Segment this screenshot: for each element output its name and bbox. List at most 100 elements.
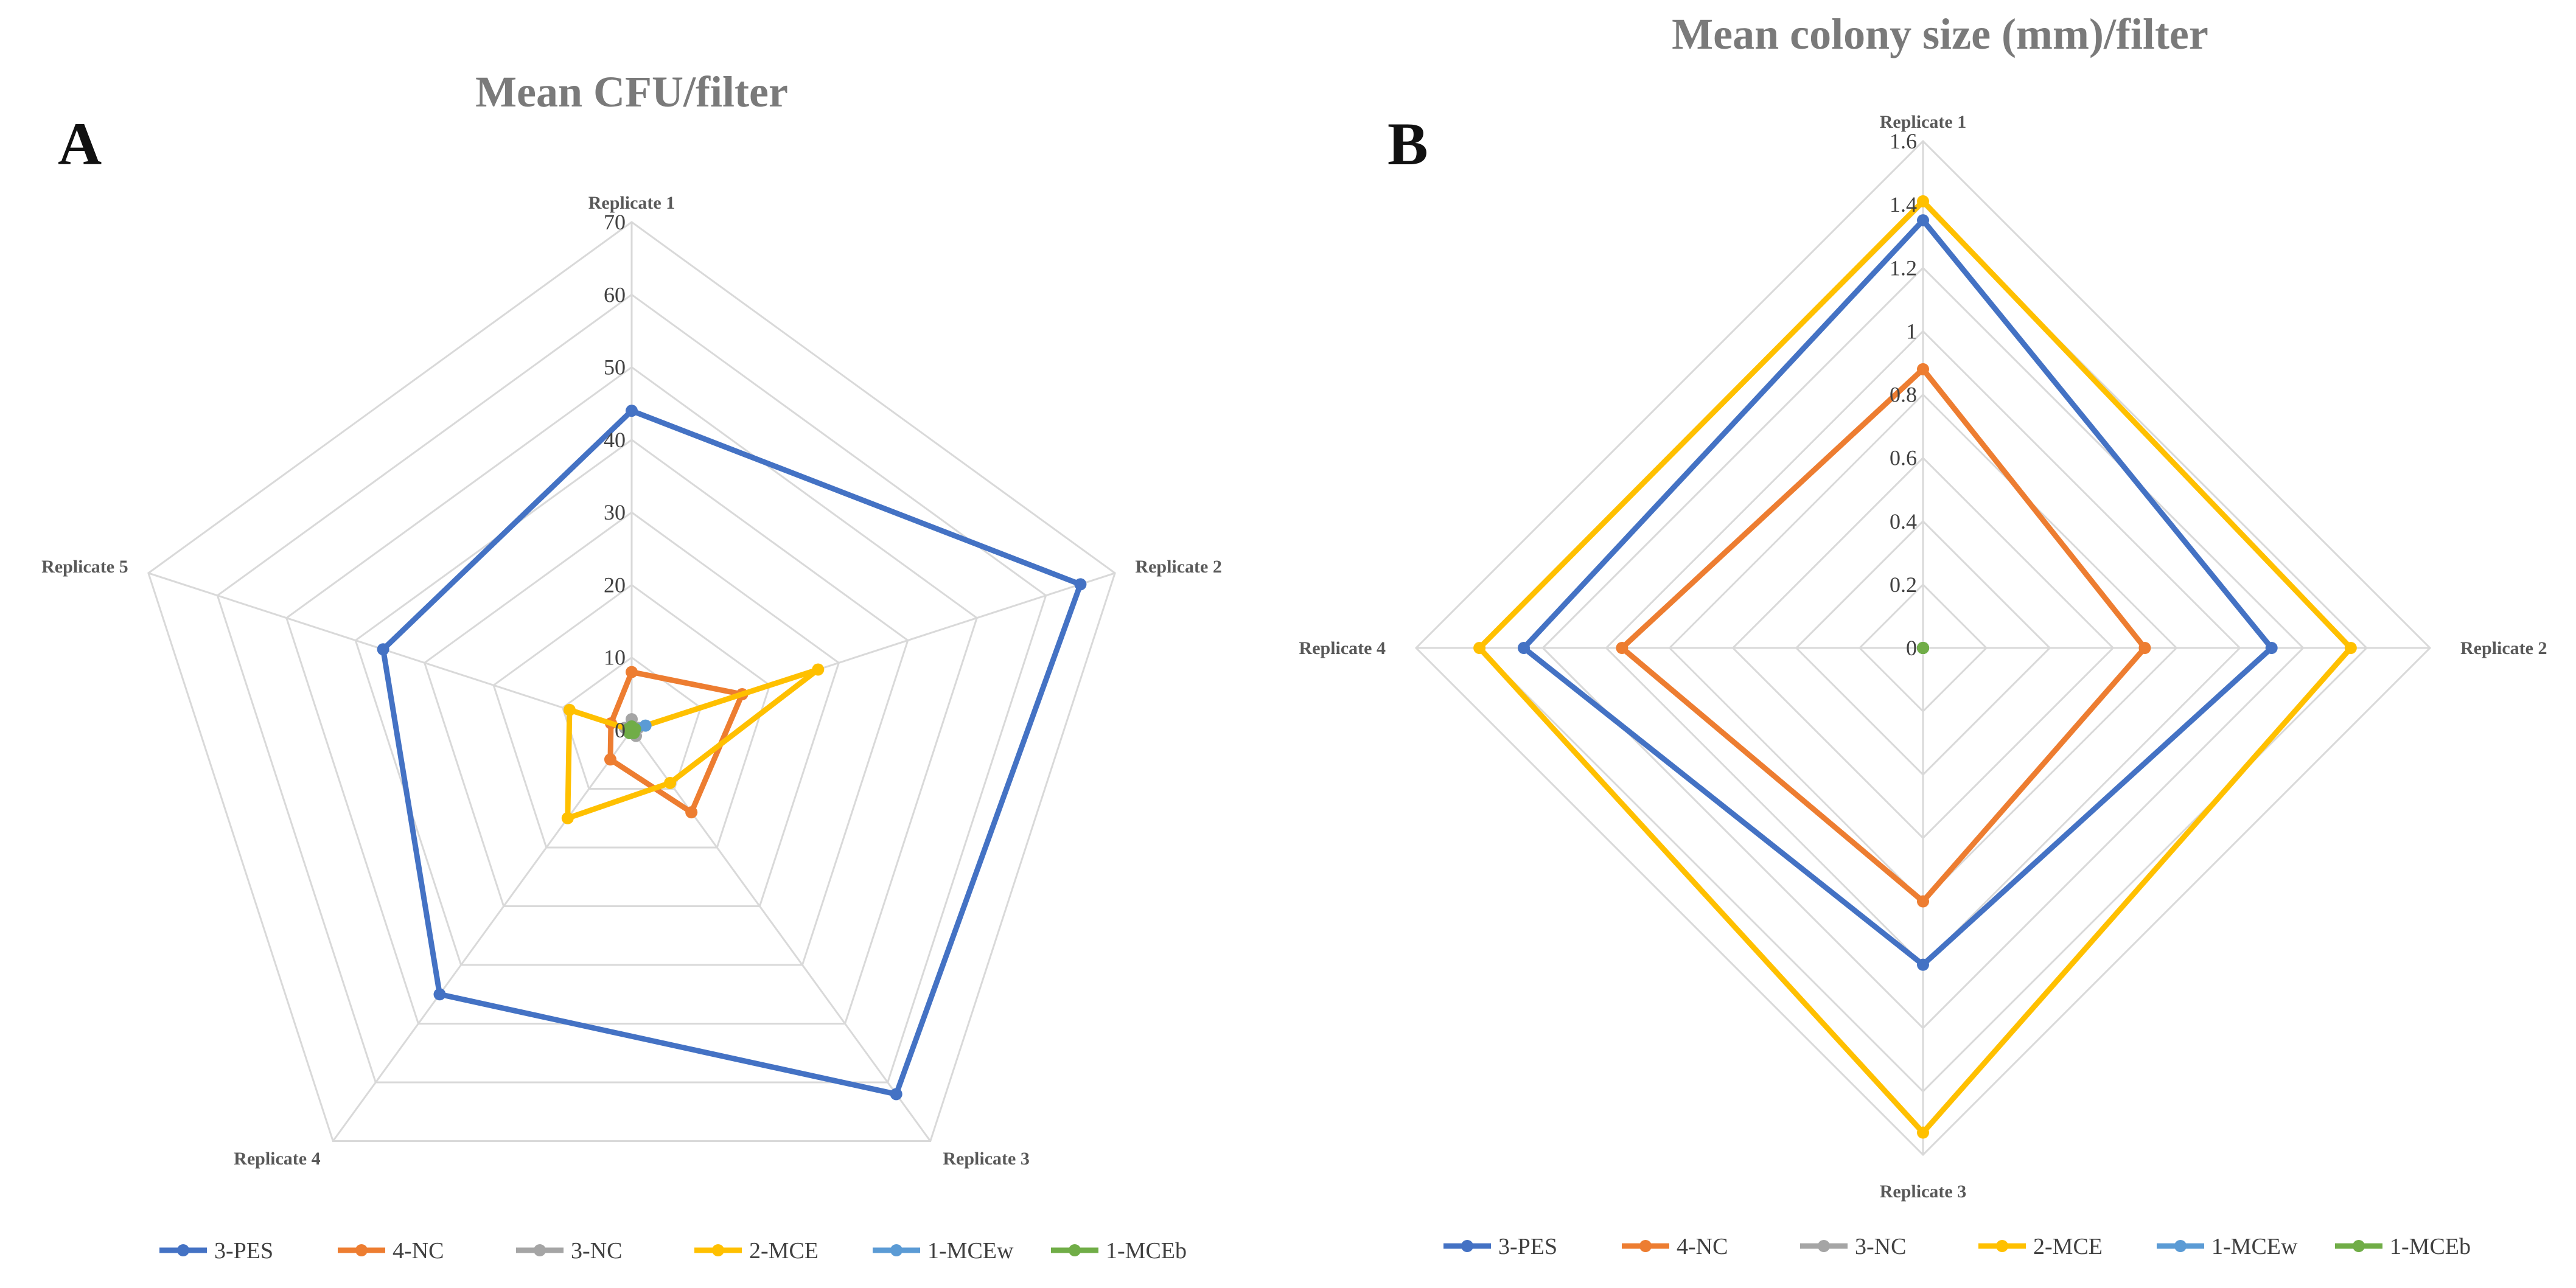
series-4-nc (1616, 363, 2151, 908)
tick-label: 40 (604, 428, 626, 452)
data-point-4-nc-replicate-4 (1616, 642, 1628, 654)
data-point-1-mceb-replicate-5 (622, 723, 635, 736)
legend-item-3-nc: 3-NC (1800, 1234, 1906, 1259)
legend-marker (1996, 1240, 2008, 1252)
data-point-3-pes-replicate-1 (1917, 214, 1929, 227)
axis-label-replicate-2: Replicate 2 (1135, 557, 1221, 577)
series-2-mce (1473, 195, 2357, 1139)
data-point-3-pes-replicate-5 (377, 643, 389, 656)
legend-label: 4-NC (393, 1238, 444, 1264)
legend-label: 1-MCEw (2211, 1234, 2298, 1259)
legend-marker (2353, 1240, 2365, 1252)
legend-item-1-mcew: 1-MCEw (873, 1238, 1014, 1264)
series-line-2-mce (565, 666, 821, 821)
tick-label: 60 (604, 282, 626, 307)
series-group-cfu (377, 405, 1087, 1101)
legend-label: 3-NC (1855, 1234, 1906, 1259)
legend-marker (712, 1244, 724, 1256)
data-point-4-nc-replicate-4 (604, 753, 616, 766)
tick-label: 0 (1906, 636, 1917, 660)
legend-cfu: 3-PES 4-NC 3-NC 2-MCE 1-MCEw 1-MCEb (159, 1238, 1187, 1264)
data-point-3-pes-replicate-3 (1917, 958, 1929, 971)
tick-label: 0 (615, 718, 626, 742)
data-point-2-mce-replicate-2 (812, 663, 825, 676)
axis-labels-colony-size: Replicate 1 Replicate 2 Replicate 3 Replica… (1299, 112, 2547, 1202)
grid-ring (354, 439, 909, 966)
legend-label: 3-NC (571, 1238, 622, 1264)
axis-label-replicate-5: Replicate 5 (41, 557, 128, 577)
legend-item-3-pes: 3-PES (1443, 1234, 1557, 1259)
tick-label: 0.2 (1890, 573, 1917, 597)
series-line-4-nc (607, 669, 745, 815)
tick-label: 0.8 (1890, 383, 1917, 407)
tick-label: 20 (604, 573, 626, 597)
series-line-3-pes (380, 408, 1083, 1097)
legend-colony-size: 3-PES 4-NC 3-NC 2-MCE 1-MCEw 1-MCEb (1443, 1234, 2471, 1259)
data-point-4-nc-replicate-1 (1917, 363, 1929, 375)
grid-spoke (332, 729, 633, 1142)
data-point-2-mce-replicate-4 (1473, 642, 1486, 654)
radar-chart-cfu: Mean CFU/filter A Replicate 1 Replicate 2… (41, 68, 1222, 1264)
series-1-mceb (1917, 642, 1929, 654)
tick-label: 30 (604, 500, 626, 524)
data-point-2-mce-replicate-4 (561, 812, 574, 824)
chart-title-colony-size: Mean colony size (mm)/filter (1672, 10, 2208, 58)
axis-label-replicate-3: Replicate 3 (1880, 1182, 1966, 1202)
grid-ring (285, 366, 979, 1025)
series-1-mceb (622, 720, 641, 739)
series-3-pes (377, 405, 1087, 1101)
legend-item-3-nc: 3-NC (516, 1238, 622, 1264)
data-point-2-mce-replicate-3 (1917, 1126, 1929, 1139)
legend-label: 1-MCEb (1106, 1238, 1187, 1264)
tick-labels-colony-size: 0 0.2 0.4 0.6 0.8 1 1.2 1.4 1.6 (1890, 129, 1917, 660)
data-point-4-nc-replicate-1 (626, 666, 638, 678)
legend-marker (1069, 1244, 1081, 1256)
tick-label: 0.6 (1890, 446, 1917, 470)
legend-item-3-pes: 3-PES (159, 1238, 273, 1264)
legend-item-4-nc: 4-NC (338, 1238, 444, 1264)
legend-marker (1818, 1240, 1830, 1252)
data-point-3-pes-replicate-4 (1518, 642, 1531, 654)
grid-spoke (148, 572, 632, 731)
radar-grid-cfu (147, 221, 1116, 1143)
data-point-3-pes-replicate-4 (433, 988, 446, 1001)
data-point-2-mce-replicate-2 (2344, 642, 2357, 654)
data-point-3-pes-replicate-2 (1074, 578, 1087, 591)
data-point-3-pes-replicate-1 (626, 405, 638, 417)
legend-label: 4-NC (1677, 1234, 1728, 1259)
legend-marker (1461, 1240, 1473, 1252)
tick-label: 1.2 (1890, 256, 1917, 280)
axis-label-replicate-2: Replicate 2 (2460, 638, 2547, 658)
chart-title-cfu: Mean CFU/filter (475, 68, 788, 116)
tick-label: 50 (604, 355, 626, 380)
tick-labels-cfu: 0 10 20 30 40 50 60 70 (604, 210, 626, 742)
data-point-4-nc-replicate-3 (685, 806, 698, 819)
series-group-colony-size (1473, 195, 2357, 1139)
tick-label: 10 (604, 646, 626, 670)
data-point-2-mce-replicate-3 (664, 776, 677, 789)
series-3-pes (1518, 214, 2278, 971)
tick-label: 70 (604, 210, 626, 234)
axis-label-replicate-1: Replicate 1 (1880, 112, 1966, 132)
data-point-2-mce-replicate-1 (1917, 195, 1929, 207)
legend-item-1-mcew: 1-MCEw (2157, 1234, 2298, 1259)
tick-label: 0.4 (1890, 509, 1917, 534)
legend-marker (534, 1244, 546, 1256)
legend-marker (177, 1244, 189, 1256)
legend-item-4-nc: 4-NC (1622, 1234, 1728, 1259)
legend-item-1-mceb: 1-MCEb (1051, 1238, 1187, 1264)
legend-item-1-mceb: 1-MCEb (2335, 1234, 2471, 1259)
axis-labels-cfu: Replicate 1 Replicate 2 Replicate 3 Replica… (41, 193, 1222, 1169)
legend-item-2-mce: 2-MCE (1978, 1234, 2103, 1259)
grid-ring (561, 656, 702, 790)
data-point-1-mceb-replicate-4 (1917, 642, 1929, 654)
axis-label-replicate-4: Replicate 4 (234, 1149, 320, 1169)
legend-label: 3-PES (214, 1238, 273, 1264)
grid-ring (492, 583, 771, 849)
grid-ring (147, 221, 1116, 1143)
tick-label: 1.4 (1890, 192, 1917, 217)
legend-marker (355, 1244, 368, 1256)
data-point-4-nc-replicate-2 (2138, 642, 2151, 654)
grid-ring (423, 511, 840, 908)
data-point-1-mcew-replicate-2 (639, 719, 652, 732)
